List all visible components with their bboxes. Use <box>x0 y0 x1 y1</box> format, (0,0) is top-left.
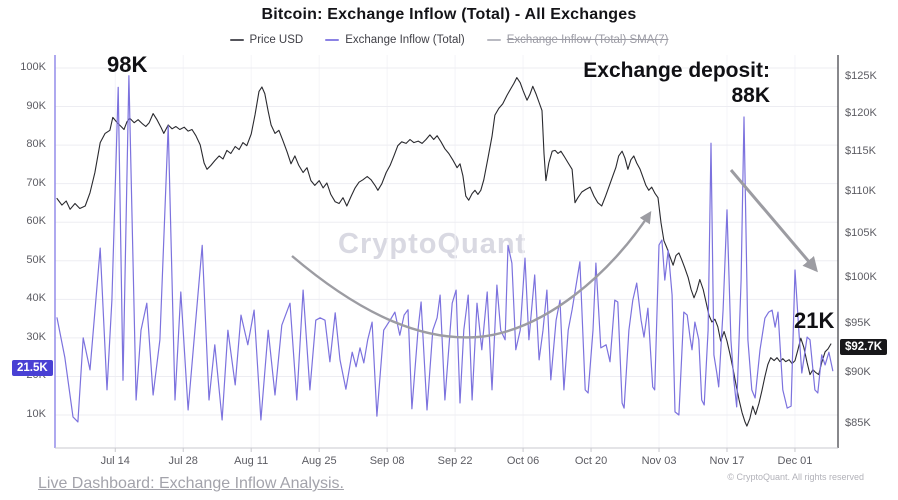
y-left-label-100: 100K <box>20 60 46 73</box>
chart-title: Bitcoin: Exchange Inflow (Total) - All E… <box>261 6 637 23</box>
axes <box>54 55 839 452</box>
cryptoquant-watermark: CryptoQuant <box>338 228 527 260</box>
x-label-Nov-03: Nov 03 <box>641 455 677 467</box>
x-label-Sep-08: Sep 08 <box>369 455 405 467</box>
x-label-Dec-01: Dec 01 <box>777 455 813 467</box>
y-left-label-30: 30K <box>26 330 46 343</box>
y-right-label-100: $100K <box>845 270 877 283</box>
y-right-label-95: $95K <box>845 316 871 329</box>
x-label-Sep-22: Sep 22 <box>437 455 473 467</box>
y-left-label-90: 90K <box>26 99 46 112</box>
x-label-Aug-11: Aug 11 <box>234 455 269 467</box>
legend-item-2[interactable]: Exchange Inflow (Total) SMA(7) <box>486 34 669 46</box>
x-label-Jul-28: Jul 28 <box>168 455 198 467</box>
legend-item-0[interactable]: Price USD <box>229 34 304 46</box>
y-left-label-50: 50K <box>26 253 46 266</box>
x-label-Aug-25: Aug 25 <box>301 455 337 467</box>
annotation-exchange-deposit-line2: 88K <box>731 84 770 108</box>
y-left-label-10: 10K <box>26 408 46 420</box>
y-right-label-90: $90K <box>845 365 871 378</box>
y-left-label-40: 40K <box>26 292 46 305</box>
y-left-label-80: 80K <box>26 138 46 151</box>
y-right-label-120: $120K <box>845 106 877 119</box>
legend-label: Exchange Inflow (Total) <box>345 34 465 46</box>
legend-label: Price USD <box>249 34 304 46</box>
y-left-label-60: 60K <box>26 215 46 228</box>
annotation-98k: 98K <box>107 52 148 77</box>
x-label-Jul-14: Jul 14 <box>100 455 130 467</box>
gridlines <box>55 55 838 448</box>
annotation-exchange-deposit-line1: Exchange deposit: <box>583 59 770 82</box>
y-right-label-125: $125K <box>845 69 877 82</box>
copyright-text: © CryptoQuant. All rights reserved <box>727 472 864 482</box>
live-dashboard-link[interactable]: Live Dashboard: Exchange Inflow Analysis… <box>38 475 344 492</box>
legend-label: Exchange Inflow (Total) SMA(7) <box>506 34 669 46</box>
annotation-exchange-deposit: Exchange deposit: 88K <box>583 58 770 108</box>
inflow-current-badge: 21.5K <box>12 360 53 376</box>
series-lines <box>56 75 834 427</box>
x-label-Oct-20: Oct 20 <box>574 455 608 467</box>
x-label-Oct-06: Oct 06 <box>506 455 540 467</box>
series-exchange-inflow-total- <box>56 75 834 423</box>
trend-arrows <box>291 169 818 339</box>
y-left-label-70: 70K <box>26 176 46 189</box>
legend-item-1[interactable]: Exchange Inflow (Total) <box>325 34 465 46</box>
legend-dash-icon <box>229 39 244 41</box>
y-right-label-115: $115K <box>845 144 876 157</box>
y-right-label-105: $105K <box>845 226 877 239</box>
x-label-Nov-17: Nov 17 <box>709 455 745 467</box>
chart-legend: Price USD Exchange Inflow (Total) Exchange… <box>0 34 898 46</box>
decline-trend-arrow <box>729 169 818 273</box>
recovery-trend-arrow <box>291 210 652 339</box>
legend-dash-icon <box>486 39 501 41</box>
y-right-label-110: $110K <box>845 184 876 197</box>
y-right-label-85: $85K <box>845 417 871 429</box>
price-current-badge: $92.7K <box>840 339 888 355</box>
annotation-21k: 21K <box>794 308 835 333</box>
legend-dash-icon <box>325 39 340 41</box>
